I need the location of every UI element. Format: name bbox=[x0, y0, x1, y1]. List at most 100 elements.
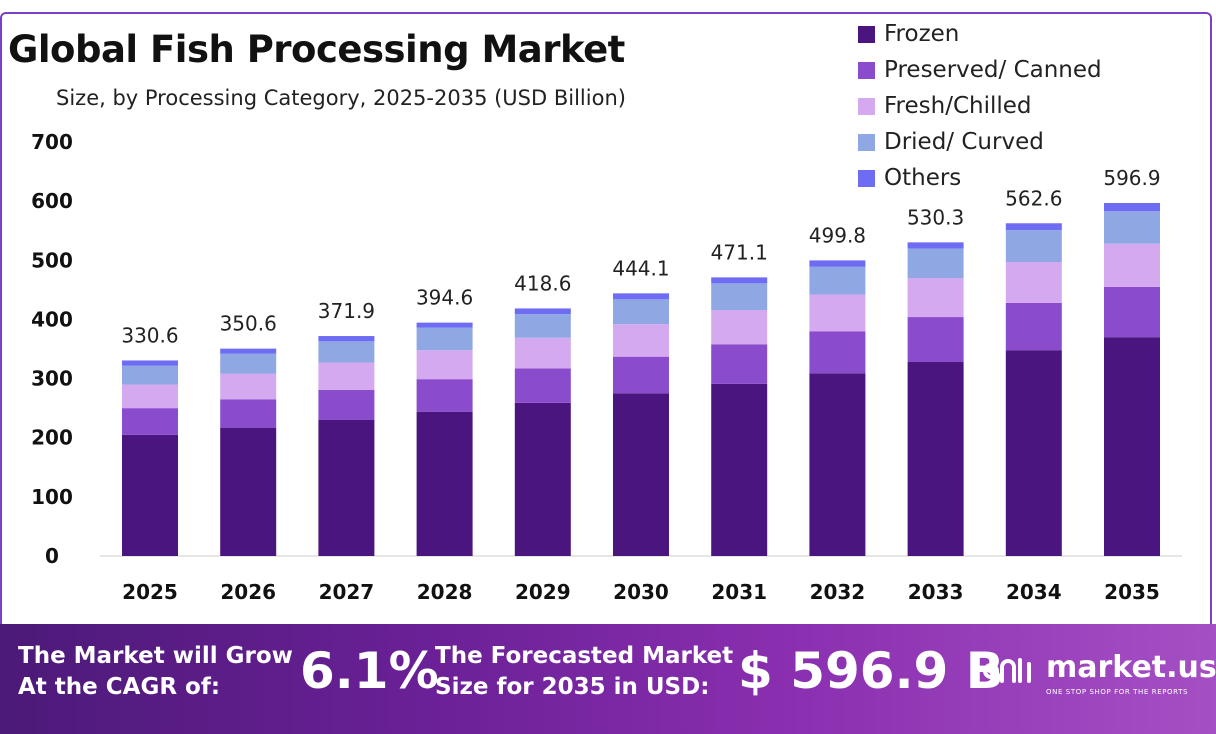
bar-segment-frozen-2032 bbox=[809, 373, 866, 556]
legend-item-dried-curved: Dried/ Curved bbox=[858, 124, 1102, 160]
legend-item-frozen: Frozen bbox=[858, 16, 1102, 52]
bar-segment-preserved-canned-2028 bbox=[416, 379, 473, 412]
y-tick-label: 100 bbox=[31, 485, 73, 509]
y-tick-label: 200 bbox=[31, 426, 73, 450]
total-label-2032: 499.8 bbox=[809, 223, 866, 247]
summary-banner: The Market will Grow At the CAGR of: 6.1… bbox=[0, 624, 1216, 734]
bar-segment-dried-curved-2028 bbox=[416, 327, 473, 351]
legend-swatch-dried-curved bbox=[858, 133, 875, 151]
bar-segment-others-2027 bbox=[318, 336, 375, 342]
cagr-caption: The Market will Grow At the CAGR of: bbox=[18, 643, 293, 700]
bar-segment-fresh-chilled-2031 bbox=[711, 309, 768, 345]
bar-segment-dried-curved-2035 bbox=[1104, 211, 1160, 244]
total-label-2034: 562.6 bbox=[1005, 186, 1062, 210]
y-tick-label: 300 bbox=[31, 367, 73, 391]
legend-item-fresh-chilled: Fresh/Chilled bbox=[858, 88, 1102, 124]
total-label-2033: 530.3 bbox=[907, 205, 964, 229]
bar-segment-preserved-canned-2035 bbox=[1104, 286, 1160, 338]
bar-segment-frozen-2031 bbox=[711, 383, 768, 556]
x-tick-label-2032: 2032 bbox=[810, 580, 866, 604]
bar-segment-fresh-chilled-2032 bbox=[809, 294, 866, 332]
bar-segment-frozen-2030 bbox=[613, 393, 669, 556]
bar-segment-preserved-canned-2031 bbox=[711, 344, 768, 384]
bar-segment-preserved-canned-2027 bbox=[318, 389, 375, 420]
bar-segment-fresh-chilled-2034 bbox=[1005, 262, 1062, 303]
bar-segment-others-2033 bbox=[907, 242, 964, 249]
legend-swatch-others bbox=[858, 169, 875, 187]
bar-segment-preserved-canned-2025 bbox=[122, 408, 178, 435]
total-label-2029: 418.6 bbox=[514, 271, 571, 295]
legend-swatch-frozen bbox=[858, 25, 875, 43]
bar-segment-frozen-2026 bbox=[220, 427, 277, 556]
y-tick-label: 0 bbox=[45, 544, 59, 568]
bar-segment-dried-curved-2032 bbox=[809, 266, 866, 295]
bar-segment-others-2030 bbox=[613, 293, 669, 300]
x-tick-label-2026: 2026 bbox=[220, 580, 276, 604]
bar-segment-preserved-canned-2033 bbox=[907, 317, 964, 363]
total-label-2035: 596.9 bbox=[1103, 166, 1160, 190]
legend-label-dried-curved: Dried/ Curved bbox=[884, 129, 1044, 155]
bar-segment-fresh-chilled-2026 bbox=[220, 373, 277, 400]
total-label-2025: 330.6 bbox=[121, 323, 178, 347]
cagr-value: 6.1% bbox=[300, 642, 439, 700]
brand-name: market.us bbox=[1046, 650, 1216, 685]
bar-segment-frozen-2029 bbox=[514, 402, 571, 556]
legend: Frozen Preserved/ Canned Fresh/Chilled D… bbox=[858, 16, 1102, 196]
bar-segment-dried-curved-2033 bbox=[907, 248, 964, 279]
bar-segment-fresh-chilled-2027 bbox=[318, 362, 375, 390]
x-tick-label-2025: 2025 bbox=[122, 580, 178, 604]
brand-mark-icon bbox=[983, 658, 1031, 683]
forecast-value: $ 596.9 B bbox=[738, 642, 1004, 700]
forecast-caption: The Forecasted Market Size for 2035 in U… bbox=[435, 643, 734, 700]
bar-segment-preserved-canned-2026 bbox=[220, 399, 277, 428]
bar-segment-others-2028 bbox=[416, 322, 473, 328]
bar-segment-dried-curved-2025 bbox=[122, 365, 178, 385]
bar-segment-frozen-2028 bbox=[416, 411, 473, 556]
bar-segment-fresh-chilled-2030 bbox=[613, 324, 669, 357]
bar-segment-frozen-2025 bbox=[122, 434, 178, 556]
legend-label-fresh-chilled: Fresh/Chilled bbox=[884, 93, 1032, 119]
bar-segment-frozen-2035 bbox=[1104, 337, 1160, 556]
bar-segment-others-2034 bbox=[1005, 223, 1062, 231]
bar-segment-others-2032 bbox=[809, 260, 866, 267]
x-tick-label-2028: 2028 bbox=[417, 580, 473, 604]
bar-segment-dried-curved-2030 bbox=[613, 299, 669, 325]
bar-segment-preserved-canned-2034 bbox=[1005, 302, 1062, 351]
total-label-2028: 394.6 bbox=[416, 286, 473, 310]
bar-segment-others-2029 bbox=[514, 308, 571, 315]
x-tick-label-2035: 2035 bbox=[1104, 580, 1160, 604]
x-tick-label-2033: 2033 bbox=[908, 580, 964, 604]
y-tick-label: 700 bbox=[31, 130, 73, 154]
bar-segment-others-2025 bbox=[122, 360, 178, 366]
legend-label-preserved-canned: Preserved/ Canned bbox=[884, 57, 1102, 83]
y-tick-label: 600 bbox=[31, 189, 73, 213]
bar-segment-dried-curved-2026 bbox=[220, 353, 277, 374]
chart-title: Global Fish Processing Market bbox=[8, 28, 625, 71]
bar-segment-others-2026 bbox=[220, 348, 277, 354]
chart-subtitle: Size, by Processing Category, 2025-2035 … bbox=[56, 86, 626, 110]
legend-label-others: Others bbox=[884, 165, 962, 191]
bar-segment-fresh-chilled-2035 bbox=[1104, 243, 1160, 287]
legend-swatch-fresh-chilled bbox=[858, 97, 875, 115]
bar-segment-dried-curved-2031 bbox=[711, 283, 768, 310]
x-tick-label-2027: 2027 bbox=[319, 580, 375, 604]
legend-item-others: Others bbox=[858, 160, 1102, 196]
x-tick-label-2031: 2031 bbox=[711, 580, 767, 604]
bar-segment-fresh-chilled-2033 bbox=[907, 278, 964, 318]
bar-segment-preserved-canned-2029 bbox=[514, 368, 571, 403]
legend-item-preserved-canned: Preserved/ Canned bbox=[858, 52, 1102, 88]
bar-segment-dried-curved-2029 bbox=[514, 314, 571, 338]
bar-segment-fresh-chilled-2025 bbox=[122, 384, 178, 409]
total-label-2031: 471.1 bbox=[711, 240, 768, 264]
total-label-2026: 350.6 bbox=[220, 312, 277, 336]
total-label-2030: 444.1 bbox=[612, 256, 669, 280]
bar-segment-dried-curved-2034 bbox=[1005, 230, 1062, 263]
stacked-bar-chart: 0 100 200 300 400 500 600 700 330.6 2025 350.6 2026… bbox=[31, 130, 1182, 604]
bar-segment-others-2035 bbox=[1104, 202, 1160, 212]
bar-segment-preserved-canned-2030 bbox=[613, 356, 669, 394]
bar-segment-preserved-canned-2032 bbox=[809, 331, 866, 374]
bar-segment-fresh-chilled-2029 bbox=[514, 337, 571, 369]
brand-logo: market.us ONE STOP SHOP FOR THE REPORTS bbox=[982, 650, 1216, 696]
bar-segment-frozen-2034 bbox=[1005, 350, 1062, 556]
bar-segment-frozen-2027 bbox=[318, 419, 375, 556]
